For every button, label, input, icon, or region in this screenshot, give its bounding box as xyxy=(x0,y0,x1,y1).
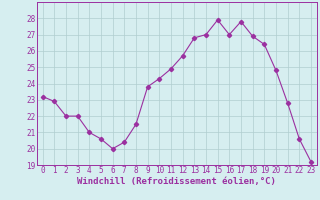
X-axis label: Windchill (Refroidissement éolien,°C): Windchill (Refroidissement éolien,°C) xyxy=(77,177,276,186)
